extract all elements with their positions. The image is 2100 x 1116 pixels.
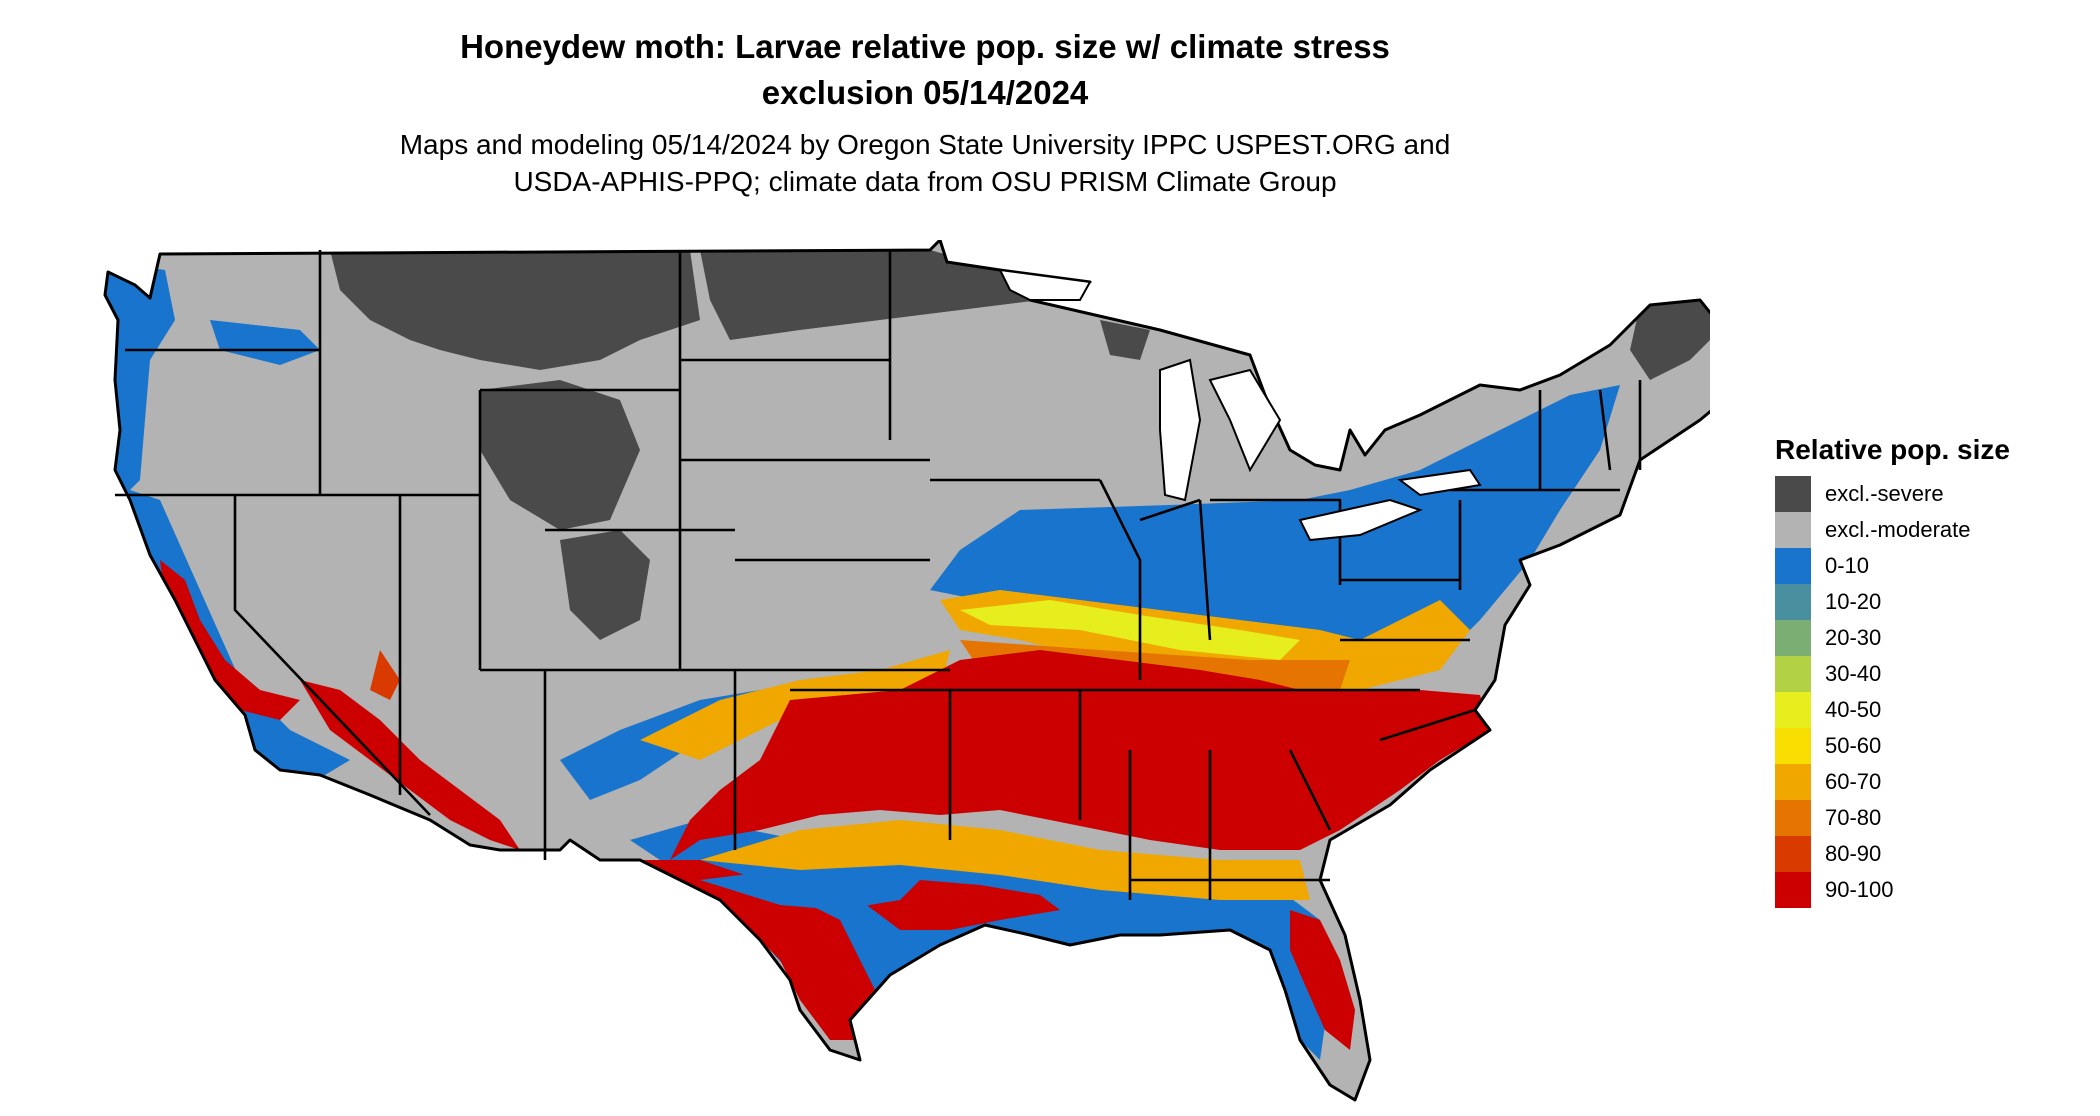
legend-label: 10-20 bbox=[1825, 589, 1882, 614]
legend-item: 20-30 bbox=[1775, 620, 2010, 656]
legend-title: Relative pop. size bbox=[1775, 434, 2010, 465]
legend-items: excl.-severe excl.-moderate 0-10 10-20 20-30… bbox=[1775, 476, 2010, 908]
title-line-2: exclusion 05/14/2024 bbox=[761, 74, 1089, 111]
legend-label: 30-40 bbox=[1825, 661, 1882, 686]
map-subtitle: Maps and modeling 05/14/2024 by Oregon S… bbox=[330, 126, 1520, 200]
legend-swatch bbox=[1775, 872, 1811, 908]
legend-item: 0-10 bbox=[1775, 548, 2010, 584]
legend-label: 60-70 bbox=[1825, 769, 1882, 794]
legend-label: 50-60 bbox=[1825, 733, 1882, 758]
legend-label: 40-50 bbox=[1825, 697, 1882, 722]
legend: Relative pop. size excl.-severe excl.-mod… bbox=[1775, 432, 2010, 908]
legend-swatch bbox=[1775, 728, 1811, 764]
legend-swatch bbox=[1775, 620, 1811, 656]
legend-item: excl.-moderate bbox=[1775, 512, 2010, 548]
legend-label: 90-100 bbox=[1825, 877, 1894, 902]
legend-label: 70-80 bbox=[1825, 805, 1882, 830]
legend-swatch bbox=[1775, 512, 1811, 548]
legend-swatch bbox=[1775, 476, 1811, 512]
legend-swatch bbox=[1775, 836, 1811, 872]
us-map bbox=[103, 240, 1710, 1102]
map-title: Honeydew moth: Larvae relative pop. size… bbox=[350, 24, 1500, 116]
legend-item: 60-70 bbox=[1775, 764, 2010, 800]
legend-item: 80-90 bbox=[1775, 836, 2010, 872]
legend-swatch bbox=[1775, 800, 1811, 836]
title-line-1: Honeydew moth: Larvae relative pop. size… bbox=[460, 28, 1390, 65]
legend-item: 70-80 bbox=[1775, 800, 2010, 836]
legend-label: excl.-severe bbox=[1825, 481, 1944, 506]
legend-item: 10-20 bbox=[1775, 584, 2010, 620]
legend-swatch bbox=[1775, 692, 1811, 728]
subtitle-line-2: USDA-APHIS-PPQ; climate data from OSU PR… bbox=[513, 166, 1337, 197]
legend-label: excl.-moderate bbox=[1825, 517, 1971, 542]
legend-label: 0-10 bbox=[1825, 553, 1870, 578]
legend-label: 80-90 bbox=[1825, 841, 1882, 866]
legend-swatch bbox=[1775, 584, 1811, 620]
legend-item: 50-60 bbox=[1775, 728, 2010, 764]
legend-swatch bbox=[1775, 548, 1811, 584]
subtitle-line-1: Maps and modeling 05/14/2024 by Oregon S… bbox=[399, 129, 1451, 160]
legend-label: 20-30 bbox=[1825, 625, 1882, 650]
legend-item: 30-40 bbox=[1775, 656, 2010, 692]
legend-item: 40-50 bbox=[1775, 692, 2010, 728]
legend-swatch bbox=[1775, 656, 1811, 692]
legend-item: 90-100 bbox=[1775, 872, 2010, 908]
legend-item: excl.-severe bbox=[1775, 476, 2010, 512]
legend-swatch bbox=[1775, 764, 1811, 800]
